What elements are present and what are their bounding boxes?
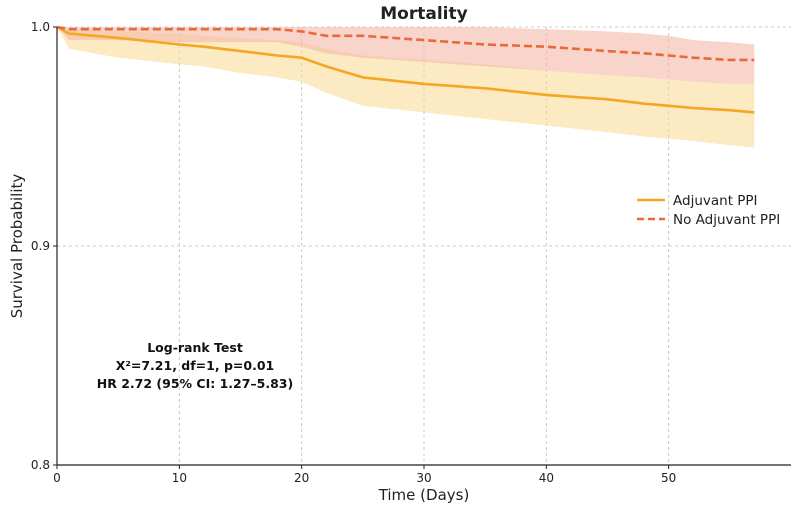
x-tick-label: 10 [172,471,187,485]
ticks: 0 10 20 30 40 50 0.8 0.9 1.0 [31,20,676,485]
y-axis-label: Survival Probability [8,174,26,319]
x-tick-label: 30 [416,471,431,485]
log-rank-annotation: Log-rank Test X²=7.21, df=1, p=0.01 HR 2… [97,340,293,391]
legend: Adjuvant PPI No Adjuvant PPI [637,193,780,228]
survival-curves [56,25,755,114]
x-tick-label: 40 [539,471,554,485]
annotation-statistic: X²=7.21, df=1, p=0.01 [116,358,274,373]
survival-curve-no-adjuvant-ppi [56,25,755,62]
chart-title: Mortality [380,4,467,24]
x-axis-label: Time (Days) [378,486,470,504]
x-tick-label: 20 [294,471,309,485]
x-tick-label: 0 [53,471,61,485]
y-tick-label: 0.9 [31,239,50,253]
confidence-bands [57,27,755,148]
confidence-band-no-adjuvant-ppi [57,27,755,84]
legend-label-no-adjuvant-ppi: No Adjuvant PPI [673,212,780,228]
annotation-hazard-ratio: HR 2.72 (95% CI: 1.27–5.83) [97,376,293,391]
legend-label-adjuvant-ppi: Adjuvant PPI [673,193,758,209]
survival-curve-adjuvant-ppi [56,25,755,114]
y-tick-label: 1.0 [31,20,50,34]
annotation-title: Log-rank Test [147,340,243,355]
confidence-band-adjuvant-ppi [57,27,755,148]
y-tick-label: 0.8 [31,458,50,472]
x-tick-label: 50 [661,471,676,485]
